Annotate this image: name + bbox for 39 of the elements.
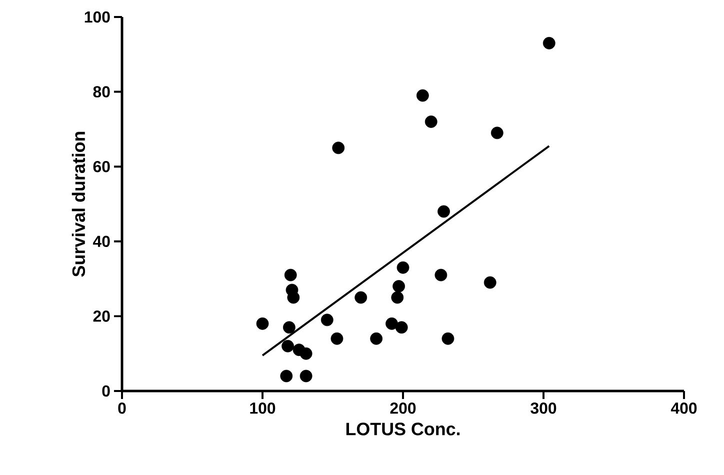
point (392, 280, 405, 292)
point (416, 89, 429, 102)
point (283, 321, 296, 334)
point (424, 116, 438, 128)
y-tick-label: 60 (93, 160, 110, 172)
point (396, 261, 410, 274)
y-axis-title: Survival duration (72, 132, 86, 277)
x-tick-label: 400 (670, 402, 697, 414)
point (354, 291, 368, 304)
point (484, 276, 496, 289)
point (280, 370, 293, 382)
x-tick-label: 100 (250, 402, 276, 414)
point (490, 126, 504, 140)
point (438, 205, 450, 218)
point (542, 36, 556, 50)
x-tick-label: 200 (390, 402, 416, 414)
point (282, 340, 294, 352)
y-tick-label: 100 (84, 11, 110, 23)
point (256, 317, 269, 330)
y-tick-label: 0 (102, 385, 110, 397)
x-tick-label: 0 (118, 402, 126, 414)
point (386, 317, 398, 330)
point (395, 321, 408, 334)
y-tick-label: 40 (92, 236, 110, 248)
point (370, 332, 383, 345)
point (287, 291, 300, 304)
x-axis-title: LOTUS Conc. (346, 422, 460, 436)
point (300, 370, 312, 382)
point (300, 347, 312, 360)
point (434, 268, 448, 282)
point (391, 291, 404, 304)
point (332, 142, 345, 154)
y-tick-label: 80 (93, 86, 110, 98)
x-tick-label: 300 (530, 402, 556, 414)
point (284, 268, 297, 282)
point (330, 332, 344, 345)
point (442, 332, 454, 345)
point (320, 314, 334, 326)
y-tick-label: 20 (93, 310, 110, 322)
